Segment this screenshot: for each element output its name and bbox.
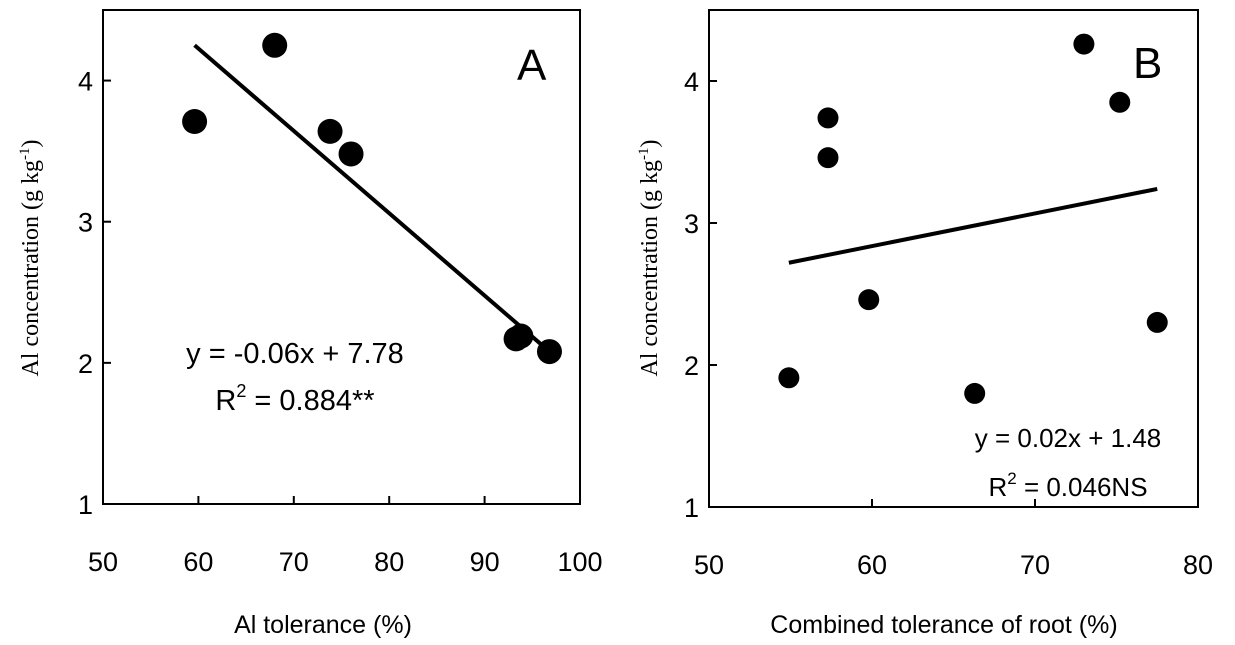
panel-b-y-tick-label: 3 <box>684 209 699 239</box>
panel-b-x-tick-label: 80 <box>1183 550 1213 580</box>
panel-b-data-point <box>858 289 880 311</box>
panel-b-y-tick-label: 2 <box>684 351 699 381</box>
panel-b-marks: 1 2 3 4 50 60 70 80 <box>684 33 1213 580</box>
panel-a-trendline <box>193 43 551 354</box>
panel-a-data-point <box>182 109 208 135</box>
panel-a-x-tick-label: 90 <box>470 547 500 577</box>
panel-a-data-point <box>536 339 562 365</box>
panel-b-x-tick-label: 50 <box>694 550 724 580</box>
panel-b-r2-prefix: R <box>988 472 1007 502</box>
panel-a-marks: 1 2 3 4 50 60 70 80 90 100 <box>78 32 603 577</box>
panel-a-y-tick-label: 1 <box>78 490 93 520</box>
panel-a-y-tick-label: 4 <box>78 67 93 97</box>
panel-a-y-label-sup: -1 <box>17 147 33 160</box>
panel-b-y-tick-label: 1 <box>684 493 699 523</box>
panel-b-r2-sup: 2 <box>1007 469 1016 488</box>
panel-b-data-point <box>1109 91 1131 113</box>
panel-b-y-label-main: Al concentration (g kg <box>637 160 663 377</box>
panel-b-y-axis-label: Al concentration (g kg-1) <box>636 139 663 376</box>
panel-b-data-point <box>817 147 839 169</box>
panel-a-y-label-main: Al concentration (g kg <box>18 160 44 377</box>
panel-a-x-tick-label: 50 <box>88 547 118 577</box>
panel-a-x-tick-label: 60 <box>183 547 213 577</box>
panel-a-y-tick-label: 3 <box>78 208 93 238</box>
panel-b-plot-frame <box>708 9 1199 508</box>
panel-b-data-point <box>817 107 839 129</box>
panel-a-r2-sup: 2 <box>236 381 246 401</box>
panel-a-r2-value: = 0.884** <box>246 385 374 417</box>
panel-a-equation: y = -0.06x + 7.78 <box>186 338 404 370</box>
panel-b-x-tick-label: 60 <box>857 550 887 580</box>
panel-b-label: B <box>1133 39 1162 88</box>
panel-b-x-tick-label: 70 <box>1020 550 1050 580</box>
panel-a-x-tick-label: 80 <box>374 547 404 577</box>
panel-a-data-point <box>508 323 534 349</box>
panel-b-y-label-end: ) <box>637 139 663 147</box>
panel-a-data-point <box>262 32 288 58</box>
panel-a-plot-frame <box>102 9 581 505</box>
panel-a-x-tick-label: 70 <box>279 547 309 577</box>
panel-a-r2-prefix: R <box>215 385 236 417</box>
panel-b-trendline <box>788 186 1158 265</box>
panel-a-data-point <box>317 118 343 144</box>
panel-b-data-point <box>964 382 986 404</box>
panel-a-data-point <box>338 141 364 167</box>
panel-a-x-tick-label: 100 <box>557 547 602 577</box>
panel-b-x-axis-label: Combined tolerance of root (%) <box>770 611 1117 639</box>
panel-b-equation: y = 0.02x + 1.48 <box>975 423 1161 453</box>
panel-b-data-point <box>1146 311 1168 333</box>
panel-b-data-point <box>778 367 800 389</box>
panel-b-r-squared: R2 = 0.046NS <box>988 469 1147 502</box>
panel-a-y-label-end: ) <box>18 139 44 147</box>
panel-a-x-axis-label: Al tolerance (%) <box>234 611 412 639</box>
panel-b-r2-value: = 0.046NS <box>1017 472 1148 502</box>
panel-a-label: A <box>517 41 547 90</box>
panel-a-r-squared: R2 = 0.884** <box>215 381 374 417</box>
panel-a-y-tick-label: 2 <box>78 349 93 379</box>
panel-b-y-label-sup: -1 <box>636 147 652 160</box>
panel-a-y-axis-label: Al concentration (g kg-1) <box>17 139 44 376</box>
panel-b-y-tick-label: 4 <box>684 67 699 97</box>
panel-b-data-point <box>1073 33 1095 55</box>
